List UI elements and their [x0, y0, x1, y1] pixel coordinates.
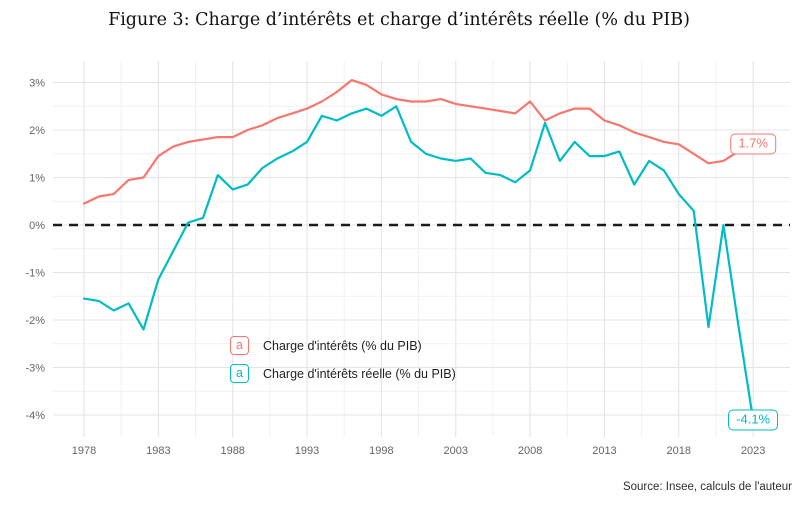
figure-title: Figure 3: Charge d’intérêts et charge d’… — [108, 10, 690, 30]
legend-key-real-icon: a — [230, 364, 249, 383]
chart-legend: a Charge d'intérêts (% du PIB) a Charge … — [230, 336, 456, 392]
y-axis-tick-label: -1% — [25, 267, 45, 279]
y-axis-tick-label: -4% — [25, 410, 45, 422]
y-axis-tick-label: 3% — [29, 77, 45, 89]
legend-key-nominal-icon: a — [230, 336, 249, 355]
legend-label-nominal: Charge d'intérêts (% du PIB) — [263, 338, 422, 353]
x-axis-tick-label: 2013 — [592, 445, 616, 457]
x-axis-tick-label: 2023 — [741, 445, 765, 457]
y-axis-tick-label: 0% — [29, 220, 45, 232]
x-axis-tick-label: 1993 — [295, 445, 319, 457]
y-axis-tick-label: 1% — [29, 172, 45, 184]
y-axis-tick-label: -2% — [25, 315, 45, 327]
legend-label-real: Charge d'intérêts réelle (% du PIB) — [263, 366, 456, 381]
x-axis-tick-label: 1988 — [220, 445, 244, 457]
y-axis-tick-label: -3% — [25, 362, 45, 374]
x-axis-tick-label: 1998 — [369, 445, 393, 457]
series-line-nominal — [82, 78, 755, 205]
legend-item-real: a Charge d'intérêts réelle (% du PIB) — [230, 364, 456, 383]
x-axis-tick-label: 1983 — [146, 445, 170, 457]
legend-item-nominal: a Charge d'intérêts (% du PIB) — [230, 336, 456, 355]
end-value-badge-real: -4.1% — [728, 409, 779, 431]
source-caption: Source: Insee, calculs de l'auteur — [622, 481, 792, 493]
x-axis-tick-label: 2008 — [518, 445, 542, 457]
x-axis-tick-label: 2003 — [444, 445, 468, 457]
x-axis-tick-label: 2018 — [667, 445, 691, 457]
y-axis-tick-label: 2% — [29, 125, 45, 137]
end-value-badge-nominal: 1.7% — [730, 133, 776, 155]
x-axis-tick-label: 1978 — [72, 445, 96, 457]
series-line-real — [82, 105, 755, 421]
